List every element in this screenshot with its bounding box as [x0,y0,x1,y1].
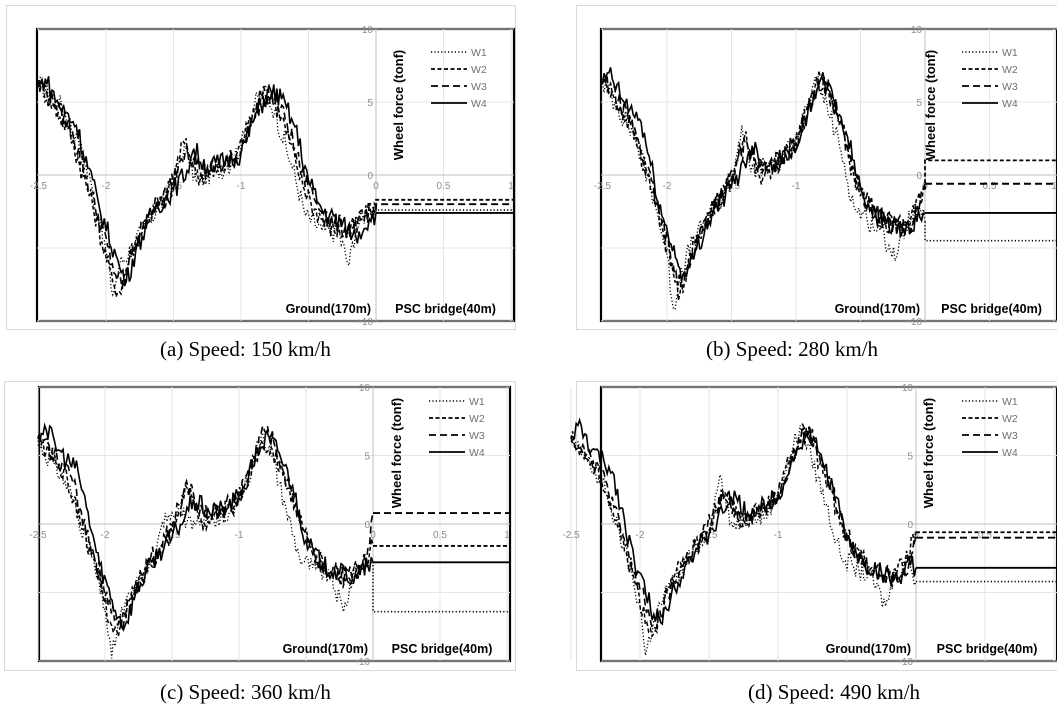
chart-panel-b: -2.5 -2 -1.5 -1 0 0.5 1 10 5 0 -10 W1 W2 W3 W4 Wheel fo… [576,5,1057,330]
x-tick-label: -2.5 [29,530,47,541]
y-tick-label: 5 [916,98,922,109]
bridge-line-w1 [375,209,513,212]
region-label-ground: Ground(170m) [835,302,920,316]
region-label-ground: Ground(170m) [286,302,371,316]
legend-label: W3 [1002,81,1018,93]
region-label-ground: Ground(170m) [826,642,911,656]
legend-label: W2 [469,413,485,425]
series-line-w4 [601,67,926,282]
series-line-w3 [570,423,917,631]
legend-label: W1 [469,396,485,408]
legend-label: W3 [471,81,487,93]
x-tick-label: -1 [792,181,801,192]
x-tick-label: -2.5 [594,181,612,192]
series-line-w4 [37,76,377,287]
legend-label: W4 [1002,447,1018,459]
series-line-w1 [37,76,377,297]
y-tick-label: 0 [367,171,373,182]
legend-label: W4 [469,447,485,459]
series-line-w2 [570,427,917,638]
y-tick-label: 0 [907,520,913,531]
region-label-ground: Ground(170m) [283,642,368,656]
x-tick-label: 0 [373,181,379,192]
y-tick-label: 5 [367,98,373,109]
x-tick-label: -2.5 [30,181,48,192]
y-tick-label: 5 [907,452,913,463]
series-line-w1 [570,425,917,656]
x-tick-label: -2 [636,530,645,541]
x-tick-label: 0.5 [978,530,992,541]
x-tick-label: -2 [101,530,110,541]
x-tick-label: 0.5 [437,181,451,192]
series-line-w3 [37,422,374,631]
x-tick-label: 1 [1051,530,1057,541]
y-tick-label: 0 [916,171,922,182]
series-line-w4 [37,422,374,632]
y-tick-label: 5 [364,452,370,463]
y-tick-label: 0 [364,520,370,531]
y-axis-title: Wheel force (tonf) [921,398,936,509]
y-axis-title: Wheel force (tonf) [923,50,938,161]
y-tick-label: -10 [899,657,914,668]
legend-label: W2 [1002,64,1018,76]
y-tick-label: -10 [359,317,374,328]
y-tick-label: 10 [911,25,923,36]
legend-label: W1 [1002,396,1018,408]
y-tick-label: -10 [356,657,371,668]
legend-label: W1 [471,47,487,59]
series-line-w2 [37,79,377,298]
chart-panel-d: -2.5 -2 -1.5 -1 0 0.5 1 10 5 0 -10 W1 W2 W3 W4 Wheel fo… [562,381,1057,671]
region-label-bridge: PSC bridge(40m) [941,302,1042,316]
x-tick-label: -2.5 [562,530,580,541]
legend-label: W4 [1002,98,1018,110]
x-tick-label: -1 [235,530,244,541]
legend-label: W4 [471,98,487,110]
caption-a: (a) Speed: 150 km/h [160,337,331,361]
x-tick-label: 0.5 [983,181,997,192]
x-tick-label: -1 [237,181,246,192]
caption-b: (b) Speed: 280 km/h [706,337,879,361]
caption-c: (c) Speed: 360 km/h [160,680,331,704]
legend-label: W2 [1002,413,1018,425]
y-tick-label: 10 [359,383,371,394]
series-line-w3 [37,79,377,290]
legend-label: W3 [1002,430,1018,442]
series-line-w1 [601,75,926,311]
y-tick-label: 10 [902,383,914,394]
x-tick-label: 1 [1051,181,1057,192]
x-tick-label: 0 [370,530,376,541]
bridge-line-w3 [375,203,513,211]
series-line-w4 [570,417,917,626]
y-tick-label: -10 [908,317,923,328]
region-label-bridge: PSC bridge(40m) [392,642,493,656]
caption-d: (d) Speed: 490 km/h [748,680,921,704]
legend-label: W3 [469,430,485,442]
legend-label: W2 [471,64,487,76]
x-tick-label: 0.5 [433,530,447,541]
bridge-line-w1 [924,221,1056,242]
x-tick-label: 1 [508,181,514,192]
x-tick-label: -1 [774,530,783,541]
region-label-bridge: PSC bridge(40m) [395,302,496,316]
bridge-line-w2 [924,159,1056,190]
y-axis-title: Wheel force (tonf) [389,398,404,509]
legend-label: W1 [1002,47,1018,59]
chart-panel-a: -2.5 -2 -1.5 -1 0 0.5 1 10 5 0 -10 W1 W2 W3 W4 Wheel fo… [6,5,516,330]
x-tick-label: -2 [663,181,672,192]
x-tick-label: 1 [504,530,510,541]
y-axis-title: Wheel force (tonf) [391,50,406,161]
x-tick-label: -2 [102,181,111,192]
chart-panel-c: -2.5 -2 -1.5 -1 0 0.5 1 10 5 0 -10 W1 W2 W3 W4 Wheel fo… [4,381,516,671]
y-tick-label: 10 [362,25,374,36]
region-label-bridge: PSC bridge(40m) [937,642,1038,656]
